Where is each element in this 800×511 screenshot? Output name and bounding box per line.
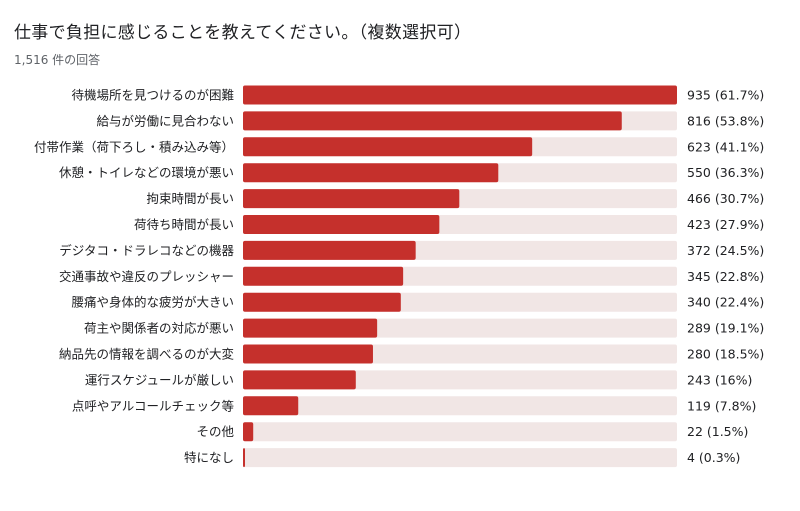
bar[interactable] bbox=[243, 448, 245, 468]
value-label: 623 (41.1%) bbox=[687, 139, 764, 154]
category-label: 休憩・トイレなどの環境が悪い bbox=[59, 165, 234, 180]
category-label: 点呼やアルコールチェック等 bbox=[72, 398, 234, 413]
value-label: 119 (7.8%) bbox=[687, 398, 756, 413]
bar[interactable] bbox=[243, 215, 440, 234]
chart-title: 仕事で負担に感じることを教えてください。（複数選択可） bbox=[14, 23, 472, 43]
value-label: 372 (24.5%) bbox=[687, 243, 764, 258]
value-label: 935 (61.7%) bbox=[687, 88, 764, 103]
bar[interactable] bbox=[243, 422, 254, 442]
category-label: 待機場所を見つけるのが困難 bbox=[71, 88, 234, 103]
bars-layer: 待機場所を見つけるのが困難 935 (61.7%) 給与が労働に見合わない 816 (… bbox=[34, 85, 764, 468]
category-label: 給与が労働に見合わない bbox=[96, 113, 234, 128]
bar[interactable] bbox=[243, 111, 622, 131]
response-count: 1,516 件の回答 bbox=[14, 53, 101, 67]
category-label: 荷主や関係者の対応が悪い bbox=[84, 321, 234, 336]
bar[interactable] bbox=[243, 370, 356, 390]
bar[interactable] bbox=[243, 240, 416, 260]
bar[interactable] bbox=[243, 396, 299, 416]
value-label: 243 (16%) bbox=[687, 372, 752, 387]
bar[interactable] bbox=[243, 344, 373, 364]
value-label: 550 (36.3%) bbox=[687, 165, 764, 180]
category-label: 腰痛や身体的な疲労が大きい bbox=[71, 295, 234, 310]
category-label: 納品先の情報を調べるのが大変 bbox=[59, 347, 234, 362]
bar[interactable] bbox=[243, 85, 677, 105]
category-label: 運行スケジュールが厳しい bbox=[85, 372, 234, 387]
value-label: 816 (53.8%) bbox=[687, 113, 764, 128]
value-label: 345 (22.8%) bbox=[687, 269, 764, 284]
value-label: 4 (0.3%) bbox=[687, 450, 740, 465]
bar[interactable] bbox=[243, 318, 378, 338]
category-label: 特になし bbox=[184, 450, 234, 465]
bar[interactable] bbox=[243, 137, 533, 157]
value-label: 280 (18.5%) bbox=[687, 347, 764, 362]
bar[interactable] bbox=[243, 292, 401, 312]
category-label: 付帯作業（荷下ろし・積み込み等） bbox=[34, 139, 234, 154]
value-label: 423 (27.9%) bbox=[687, 217, 764, 232]
value-label: 466 (30.7%) bbox=[687, 191, 764, 206]
category-label: 荷待ち時間が長い bbox=[134, 217, 234, 232]
bar-track bbox=[243, 422, 677, 442]
category-label: デジタコ・ドラレコなどの機器 bbox=[59, 243, 234, 258]
category-label: その他 bbox=[196, 424, 234, 439]
value-label: 22 (1.5%) bbox=[687, 424, 748, 439]
bar[interactable] bbox=[243, 266, 404, 286]
bar[interactable] bbox=[243, 189, 460, 209]
category-label: 交通事故や違反のプレッシャー bbox=[59, 269, 234, 284]
value-label: 340 (22.4%) bbox=[687, 295, 764, 310]
bar-track bbox=[243, 396, 677, 416]
bar-track bbox=[243, 448, 677, 468]
value-label: 289 (19.1%) bbox=[687, 321, 764, 336]
category-label: 拘束時間が長い bbox=[146, 191, 234, 206]
bar[interactable] bbox=[243, 163, 499, 183]
